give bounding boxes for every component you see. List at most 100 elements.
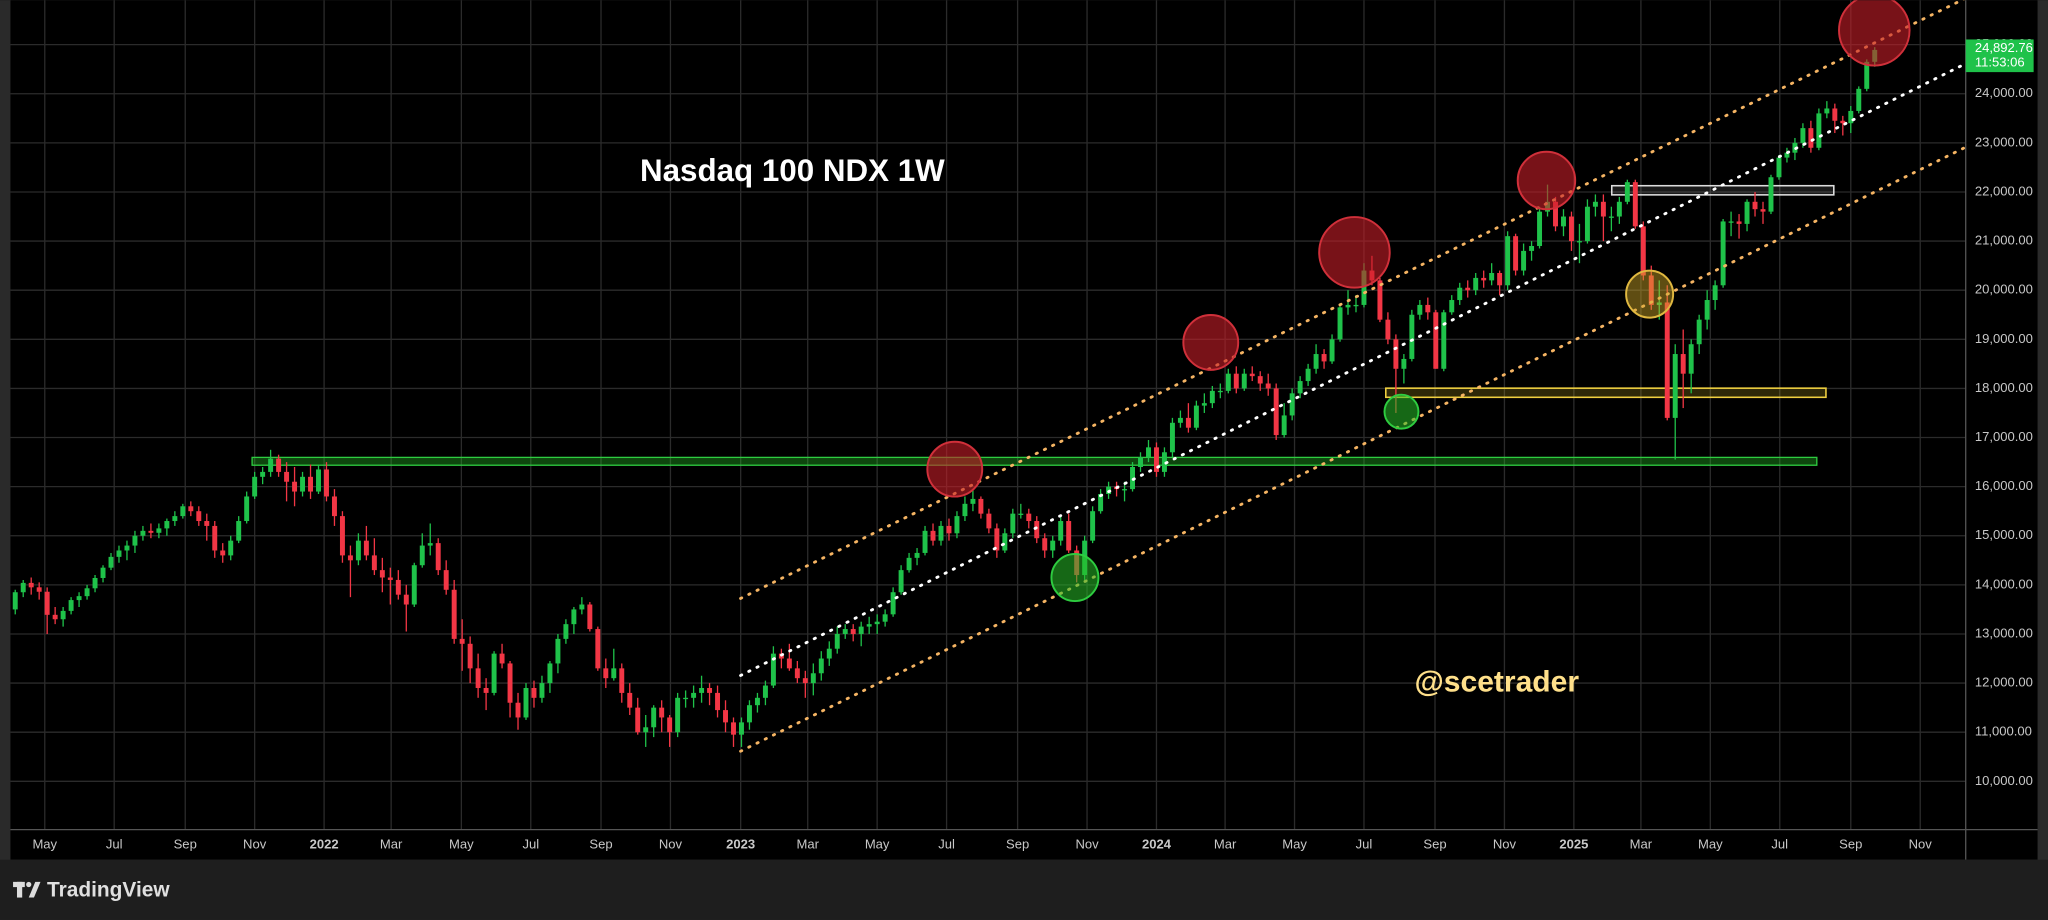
candle-body	[116, 550, 122, 557]
support-zone	[251, 456, 1818, 466]
y-tick-label: 21,000.00	[1975, 233, 2033, 248]
candle-body	[1537, 211, 1543, 246]
y-tick-label: 14,000.00	[1975, 576, 2033, 591]
x-tick-label: Nov	[1493, 837, 1517, 852]
candle-body	[244, 496, 250, 522]
candle-body	[930, 530, 936, 541]
bottom-marker	[1383, 393, 1420, 430]
candle-body	[770, 653, 776, 686]
candle-body	[587, 604, 593, 630]
candle-body	[1233, 373, 1239, 389]
candle-body	[371, 555, 377, 571]
candle-body	[331, 496, 337, 517]
candle-body	[140, 530, 146, 536]
candle-body	[1281, 415, 1287, 436]
candle-body	[1098, 494, 1104, 512]
candle-body	[1146, 447, 1151, 458]
candle-body	[515, 702, 521, 718]
x-tick-label: May	[1282, 837, 1307, 852]
candle-body	[132, 535, 138, 546]
candle-body	[1752, 201, 1758, 210]
candle-body	[204, 521, 210, 526]
top-marker	[926, 440, 984, 498]
candle-body	[555, 638, 561, 664]
candle-body	[355, 540, 361, 561]
candle-body	[212, 525, 218, 551]
candle-body	[435, 543, 441, 571]
candle-body	[1305, 368, 1311, 382]
candle-body	[1608, 216, 1614, 218]
candle-body	[1672, 354, 1678, 418]
candle-body	[810, 673, 816, 684]
candle-body	[1832, 108, 1838, 121]
candle-body	[603, 668, 609, 679]
candle-body	[858, 626, 864, 634]
candle-body	[276, 458, 282, 472]
candle-body	[922, 530, 928, 553]
candle-body	[1600, 201, 1606, 217]
logo-part	[16, 881, 23, 898]
candle-body	[794, 668, 800, 679]
candle-body	[156, 528, 162, 533]
candle-body	[100, 567, 106, 578]
candle-body	[1034, 521, 1040, 539]
y-tick-label: 12,000.00	[1975, 675, 2033, 690]
candle-body	[739, 722, 744, 735]
candle-body	[834, 633, 840, 649]
x-tick-label: Mar	[1630, 837, 1653, 852]
x-tick-label: May	[449, 837, 474, 852]
candle-body	[1576, 241, 1582, 243]
candle-body	[1776, 157, 1782, 178]
axes: 10,000.00 11,000.00 12,000.00 13,000.00 14,0…	[32, 36, 2034, 852]
x-tick-label: Jul	[938, 837, 955, 852]
candle-body	[1800, 128, 1806, 143]
candle-body	[762, 685, 768, 698]
candle-body	[1002, 533, 1008, 551]
x-tick-label: May	[1698, 837, 1723, 852]
candle-body	[1513, 236, 1519, 271]
candle-body	[1026, 513, 1032, 522]
candle-body	[284, 471, 290, 482]
candle-body	[395, 579, 401, 595]
candle-body	[28, 582, 34, 588]
last-price-box	[1965, 39, 2034, 73]
candle-body	[1584, 206, 1590, 242]
candle-body	[970, 498, 976, 504]
candle-body	[691, 692, 697, 698]
candle-body	[164, 521, 170, 529]
x-tick-label: Sep	[1839, 837, 1862, 852]
candle-body	[707, 687, 713, 693]
candle-body	[188, 506, 194, 512]
candle-body	[962, 503, 968, 517]
candle-body	[1704, 300, 1710, 320]
candle-body	[1441, 312, 1447, 369]
y-tick-label: 24,000.00	[1975, 85, 2033, 100]
candle-body	[1058, 521, 1064, 541]
footer	[0, 859, 2048, 920]
candle-body	[1568, 216, 1574, 242]
candle-body	[363, 540, 369, 556]
candle-body	[1425, 304, 1431, 313]
candle-body	[715, 692, 721, 711]
candle-body	[1680, 354, 1686, 374]
y-tick-label: 15,000.00	[1975, 527, 2033, 542]
candle-body	[1018, 513, 1024, 515]
candle-body	[1473, 277, 1479, 291]
candle-body	[523, 687, 529, 718]
candle-body	[1217, 390, 1223, 393]
candle-body	[84, 588, 90, 597]
candle-body	[1042, 538, 1048, 551]
candle-body	[483, 687, 489, 693]
x-tick-label: May	[865, 837, 890, 852]
candle-body	[1808, 128, 1814, 148]
candle-body	[1856, 88, 1862, 111]
candle-body	[1401, 358, 1407, 369]
candle-body	[651, 707, 657, 728]
x-tick-label: Jul	[106, 837, 123, 852]
candle-body	[595, 629, 601, 669]
candle-body	[1050, 540, 1056, 551]
y-tick-label: 13,000.00	[1975, 625, 2033, 640]
candle-body	[786, 658, 792, 669]
candle-body	[180, 506, 186, 517]
